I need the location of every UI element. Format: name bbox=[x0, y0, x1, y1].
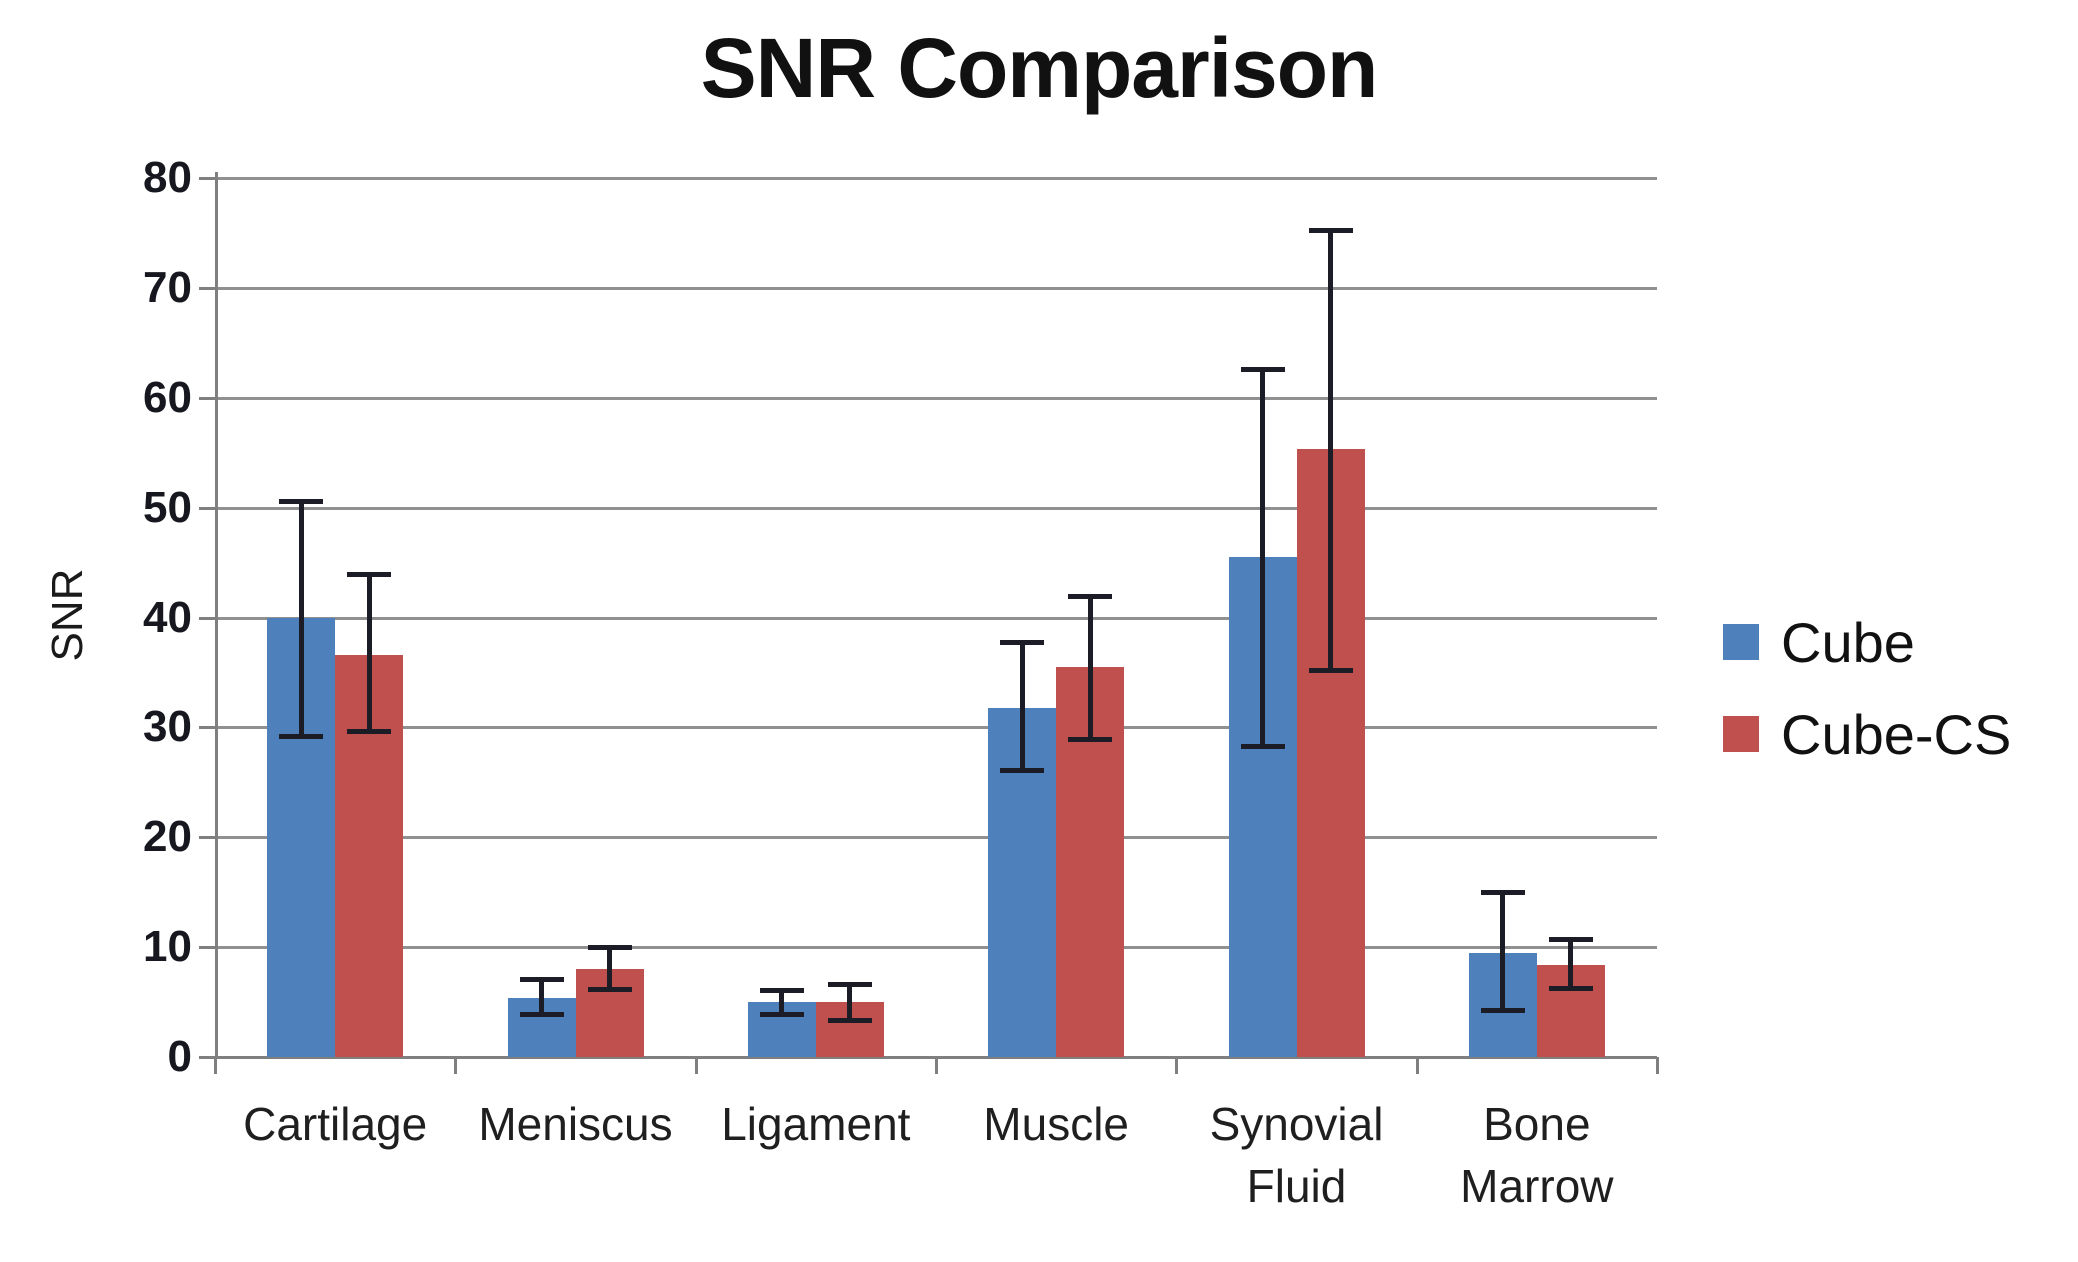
error-bar-cube-ligament bbox=[779, 989, 785, 1015]
x-tick-mark-3 bbox=[935, 1057, 938, 1074]
error-bar-cube-cs-cartilage bbox=[366, 573, 372, 731]
gridline-80 bbox=[215, 177, 1657, 180]
error-cap-bottom-cube-cs-cartilage bbox=[347, 728, 392, 734]
y-tick-label-30: 30 bbox=[143, 702, 192, 752]
error-cap-top-cube-cs-meniscus bbox=[587, 945, 632, 951]
error-bar-cube-cs-ligament bbox=[847, 984, 853, 1020]
error-cap-top-cube-bone-marrow bbox=[1480, 890, 1525, 896]
category-label-cartilage: Cartilage bbox=[243, 1098, 428, 1150]
category-label-meniscus: Meniscus bbox=[478, 1098, 673, 1150]
y-tick-mark-80 bbox=[199, 177, 215, 180]
y-tick-mark-60 bbox=[199, 396, 215, 400]
legend-item-cube-cs: Cube-CS bbox=[1723, 702, 2012, 766]
category-label-synovial-fluid: Synovial Fluid bbox=[1209, 1098, 1384, 1212]
gridline-20 bbox=[215, 836, 1657, 840]
error-cap-bottom-cube-bone-marrow bbox=[1480, 1007, 1525, 1013]
category-label-bone-marrow: Bone Marrow bbox=[1460, 1098, 1614, 1212]
error-bar-cube-cartilage bbox=[298, 501, 304, 737]
y-tick-mark-30 bbox=[199, 726, 215, 730]
y-tick-mark-0 bbox=[199, 1056, 215, 1059]
error-bar-cube-cs-synovial-fluid bbox=[1328, 229, 1333, 671]
y-tick-mark-10 bbox=[199, 946, 215, 950]
error-cap-bottom-cube-cs-synovial-fluid bbox=[1308, 668, 1353, 674]
legend-label-cube: Cube bbox=[1781, 610, 1915, 674]
legend-label-cube-cs: Cube-CS bbox=[1781, 702, 2012, 766]
error-cap-bottom-cube-cs-meniscus bbox=[587, 986, 632, 992]
error-bar-cube-bone-marrow bbox=[1500, 892, 1506, 1010]
y-tick-mark-40 bbox=[199, 616, 215, 620]
error-cap-top-cube-synovial-fluid bbox=[1240, 367, 1285, 373]
y-tick-mark-70 bbox=[199, 286, 215, 290]
y-tick-label-60: 60 bbox=[143, 372, 192, 422]
legend-item-cube: Cube bbox=[1723, 610, 2011, 674]
error-bar-cube-cs-bone-marrow bbox=[1568, 939, 1574, 988]
gridline-40 bbox=[215, 616, 1657, 620]
error-cap-top-cube-muscle bbox=[1000, 639, 1045, 645]
error-cap-bottom-cube-meniscus bbox=[519, 1012, 564, 1018]
error-cap-bottom-cube-synovial-fluid bbox=[1240, 744, 1285, 750]
legend-swatch-cube-cs bbox=[1723, 716, 1759, 752]
y-tick-label-80: 80 bbox=[143, 153, 192, 202]
category-label-muscle: Muscle bbox=[983, 1098, 1130, 1150]
error-bar-cube-meniscus bbox=[539, 978, 544, 1015]
error-cap-bottom-cube-cs-muscle bbox=[1068, 737, 1113, 743]
error-cap-top-cube-ligament bbox=[759, 987, 804, 993]
chart-title: SNR Comparison bbox=[700, 21, 1379, 115]
legend-swatch-cube bbox=[1723, 624, 1759, 660]
error-cap-top-cube-cartilage bbox=[279, 499, 324, 505]
error-bar-cube-muscle bbox=[1019, 641, 1025, 771]
error-cap-top-cube-cs-cartilage bbox=[347, 571, 392, 577]
error-cap-bottom-cube-cartilage bbox=[279, 734, 324, 740]
error-cap-top-cube-cs-muscle bbox=[1068, 593, 1113, 599]
y-axis-line bbox=[215, 172, 218, 1058]
category-label-ligament: Ligament bbox=[721, 1098, 911, 1150]
error-cap-top-cube-cs-ligament bbox=[827, 982, 872, 988]
x-tick-mark-6 bbox=[1656, 1057, 1659, 1074]
y-tick-label-50: 50 bbox=[143, 482, 192, 532]
x-tick-mark-0 bbox=[214, 1057, 217, 1074]
x-tick-mark-1 bbox=[454, 1057, 458, 1074]
legend: Cube Cube-CS bbox=[1723, 610, 2012, 796]
y-tick-mark-50 bbox=[199, 506, 215, 510]
x-tick-mark-5 bbox=[1415, 1057, 1419, 1074]
y-tick-label-10: 10 bbox=[143, 922, 192, 972]
error-cap-top-cube-meniscus bbox=[519, 976, 564, 982]
error-bar-cube-cs-meniscus bbox=[607, 947, 612, 989]
error-bar-cube-synovial-fluid bbox=[1260, 369, 1265, 747]
error-cap-top-cube-cs-synovial-fluid bbox=[1308, 227, 1353, 233]
error-bar-cube-cs-muscle bbox=[1087, 595, 1093, 740]
x-tick-mark-4 bbox=[1175, 1057, 1179, 1074]
gridline-30 bbox=[215, 726, 1657, 730]
error-cap-bottom-cube-cs-bone-marrow bbox=[1548, 985, 1593, 991]
error-cap-bottom-cube-ligament bbox=[759, 1012, 804, 1018]
y-tick-label-40: 40 bbox=[143, 592, 192, 642]
gridline-60 bbox=[215, 396, 1657, 400]
error-cap-bottom-cube-cs-ligament bbox=[827, 1017, 872, 1023]
y-tick-mark-20 bbox=[199, 836, 215, 840]
y-tick-label-0: 0 bbox=[167, 1032, 192, 1081]
gridline-10 bbox=[215, 946, 1657, 950]
gridline-70 bbox=[215, 286, 1657, 290]
y-tick-label-20: 20 bbox=[143, 812, 192, 862]
y-tick-label-70: 70 bbox=[143, 262, 192, 312]
x-tick-mark-2 bbox=[694, 1057, 698, 1074]
error-cap-top-cube-cs-bone-marrow bbox=[1548, 937, 1593, 943]
gridline-50 bbox=[215, 506, 1657, 510]
error-cap-bottom-cube-muscle bbox=[1000, 768, 1045, 774]
